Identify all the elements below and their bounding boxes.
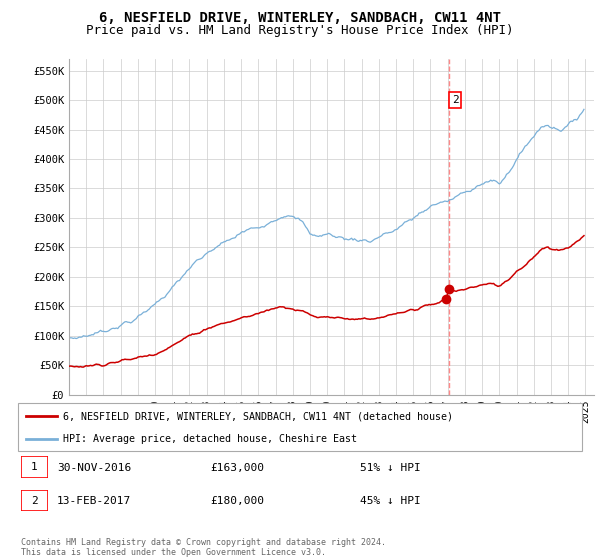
FancyBboxPatch shape [18,403,582,451]
Text: Contains HM Land Registry data © Crown copyright and database right 2024.
This d: Contains HM Land Registry data © Crown c… [21,538,386,557]
Text: Price paid vs. HM Land Registry's House Price Index (HPI): Price paid vs. HM Land Registry's House … [86,24,514,36]
Text: 13-FEB-2017: 13-FEB-2017 [57,496,131,506]
Text: 45% ↓ HPI: 45% ↓ HPI [360,496,421,506]
FancyBboxPatch shape [21,490,48,511]
Text: £163,000: £163,000 [210,463,264,473]
Text: 30-NOV-2016: 30-NOV-2016 [57,463,131,473]
Text: £180,000: £180,000 [210,496,264,506]
Text: 51% ↓ HPI: 51% ↓ HPI [360,463,421,473]
Text: 6, NESFIELD DRIVE, WINTERLEY, SANDBACH, CW11 4NT: 6, NESFIELD DRIVE, WINTERLEY, SANDBACH, … [99,11,501,25]
FancyBboxPatch shape [21,456,48,478]
Text: 1: 1 [31,462,38,472]
Text: 2: 2 [452,95,458,105]
Text: 6, NESFIELD DRIVE, WINTERLEY, SANDBACH, CW11 4NT (detached house): 6, NESFIELD DRIVE, WINTERLEY, SANDBACH, … [63,411,453,421]
Text: 2: 2 [31,496,38,506]
Text: HPI: Average price, detached house, Cheshire East: HPI: Average price, detached house, Ches… [63,434,357,444]
